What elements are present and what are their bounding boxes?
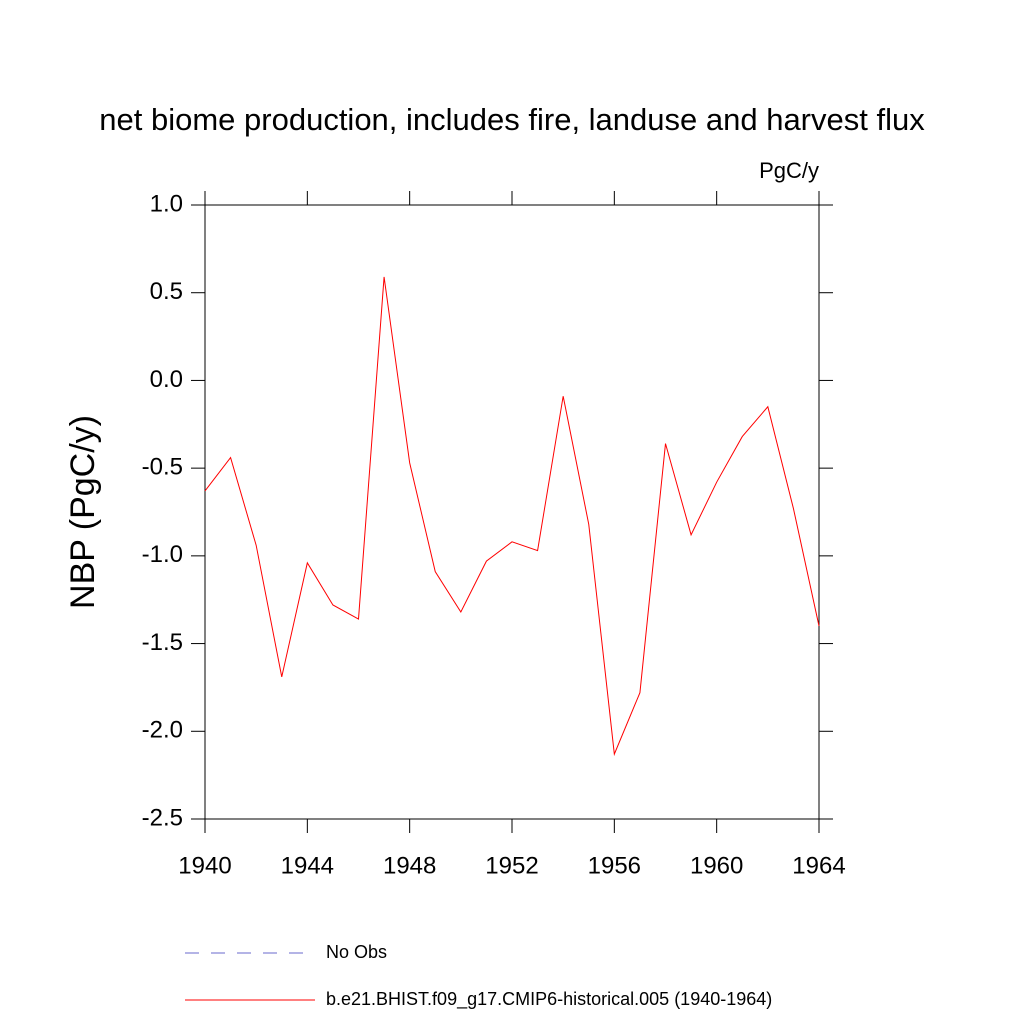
y-tick-label: -1.0	[142, 541, 183, 568]
y-tick-label: 0.5	[150, 278, 183, 305]
y-tick-label: -2.5	[142, 804, 183, 831]
legend-label: No Obs	[326, 942, 387, 962]
y-tick-label: -0.5	[142, 453, 183, 480]
plot-frame	[204, 204, 820, 820]
y-axis-label: NBP (PgC/y)	[64, 415, 102, 609]
data-line	[204, 276, 820, 757]
units-label: PgC/y	[759, 158, 819, 183]
y-tick-label: -2.0	[142, 717, 183, 744]
x-tick-label: 1948	[383, 852, 436, 879]
legend-label: b.e21.BHIST.f09_g17.CMIP6-historical.005…	[326, 989, 772, 1010]
y-tick-label: -1.5	[142, 629, 183, 656]
x-tick-label: 1964	[792, 852, 845, 879]
x-tick-label: 1952	[485, 852, 538, 879]
x-tick-label: 1940	[178, 852, 231, 879]
y-tick-label: 0.0	[150, 366, 183, 393]
x-tick-label: 1944	[281, 852, 334, 879]
x-tick-label: 1960	[690, 852, 743, 879]
x-tick-label: 1956	[588, 852, 641, 879]
chart-title: net biome production, includes fire, lan…	[99, 102, 925, 137]
y-tick-label: 1.0	[150, 190, 183, 217]
